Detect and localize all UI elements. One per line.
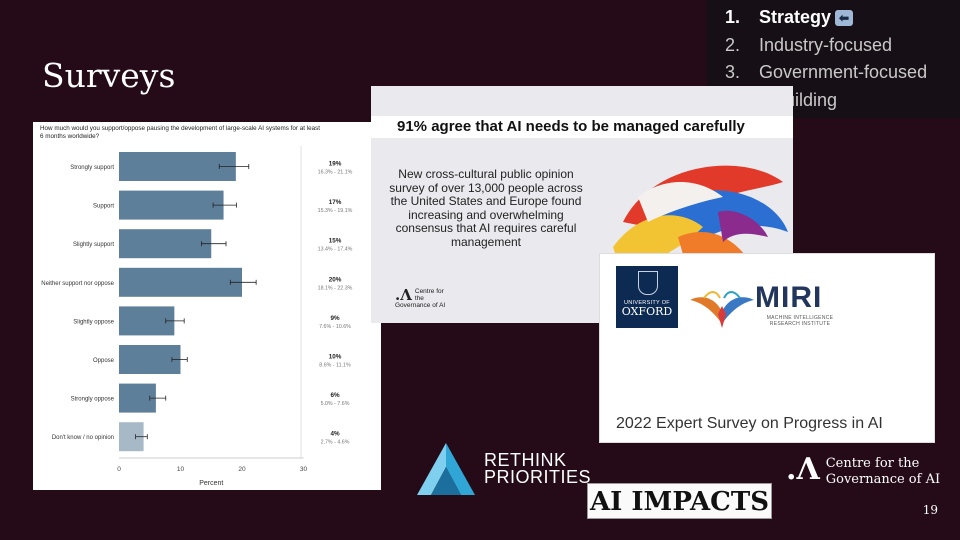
ci-label: 18.1% - 22.3% — [318, 285, 353, 291]
ci-label: 15.3% - 19.1% — [318, 208, 353, 214]
agenda-item-number: 3. — [725, 62, 741, 82]
oxford-crest-icon — [638, 271, 658, 295]
back-arrow-icon: ⬅ — [835, 10, 854, 27]
bar — [119, 190, 224, 220]
cga-mark-icon: .Λ — [395, 286, 412, 304]
bar — [119, 267, 242, 297]
ai-impacts-logo: AI IMPACTS — [587, 483, 772, 519]
ci-label: 16.3% - 21.1% — [318, 170, 353, 176]
value-label: 4% — [330, 431, 340, 438]
bar — [119, 229, 212, 259]
value-label: 20% — [329, 276, 342, 283]
rethink-line2: PRIORITIES — [484, 467, 592, 487]
cga-small-logo: .Λ Centre for the Governance of AI — [395, 286, 446, 310]
bar — [119, 152, 236, 181]
ci-label: 13.4% - 17.4% — [318, 247, 353, 253]
cga-small-line2: Governance of AI — [395, 302, 446, 309]
miri-bird-icon — [690, 291, 754, 328]
category-label: Neither support nor oppose — [41, 281, 114, 287]
category-label: Oppose — [93, 358, 115, 364]
miri-subtitle: MACHINE INTELLIGENCE RESEARCH INSTITUTE — [766, 315, 834, 327]
cga-line2: Governance of AI — [825, 472, 941, 487]
agenda-item-label: Industry-focused — [759, 35, 893, 55]
bar — [119, 306, 175, 336]
agenda-item-government: 3. Government-focused — [725, 62, 927, 83]
cga-logo: .Λ Centre for the Governance of AI — [786, 452, 941, 488]
ci-label: 8.6% - 11.1% — [319, 363, 351, 369]
category-label: Don't know / no opinion — [52, 435, 114, 441]
cga-mark-icon: .Λ — [786, 452, 820, 487]
agenda-item-number: 2. — [725, 35, 741, 55]
x-tick-label: 10 — [177, 466, 185, 473]
survey-bar-chart: How much would you support/oppose pausin… — [40, 125, 353, 487]
agenda-item-label: Strategy — [759, 7, 832, 27]
ci-label: 7.6% - 10.6% — [319, 324, 351, 330]
chart-title-line1: How much would you support/oppose pausin… — [40, 125, 320, 132]
cga-small-line1: Centre for the — [414, 288, 444, 302]
category-label: Strongly support — [70, 165, 114, 171]
agenda-item-label: Government-focused — [759, 62, 928, 82]
category-label: Slightly support — [73, 242, 114, 248]
x-tick-label: 0 — [117, 466, 121, 473]
x-tick-label: 30 — [300, 466, 308, 473]
miri-wordmark: MIRI — [755, 281, 823, 314]
governance-headline-text: 91% agree that AI needs to be managed ca… — [397, 118, 745, 135]
survey-chart-card: How much would you support/oppose pausin… — [33, 122, 381, 490]
x-tick-label: 20 — [238, 466, 246, 473]
expert-survey-caption: 2022 Expert Survey on Progress in AI — [616, 415, 883, 432]
agenda-item-number: 1. — [725, 7, 741, 27]
cga-line1: Centre for the — [825, 456, 920, 471]
category-label: Strongly oppose — [71, 397, 115, 403]
ci-label: 5.0% - 7.6% — [321, 401, 350, 407]
oxford-line2: OXFORD — [621, 305, 673, 318]
rethink-priorities-wordmark: RETHINK PRIORITIES — [484, 450, 592, 487]
agenda-item-strategy: 1. Strategy ⬅ — [725, 7, 854, 28]
rethink-priorities-logo-icon — [417, 443, 475, 495]
oxford-logo: UNIVERSITY OF OXFORD — [616, 266, 678, 328]
category-label: Support — [93, 204, 114, 210]
value-label: 17% — [329, 199, 342, 206]
oxford-line1: UNIVERSITY OF — [624, 300, 670, 306]
agenda-item-industry: 2. Industry-focused — [725, 35, 892, 56]
bar — [119, 345, 181, 374]
expert-survey-card: UNIVERSITY OF OXFORD MIRI MACHINE INTELL… — [599, 253, 935, 443]
value-label: 15% — [329, 238, 342, 245]
governance-body: New cross-cultural public opinion survey… — [389, 167, 583, 249]
page-number: 19 — [922, 503, 938, 517]
value-label: 9% — [330, 315, 340, 322]
value-label: 10% — [329, 354, 342, 361]
value-label: 19% — [329, 161, 342, 168]
chart-title-line2: 6 months worldwide? — [40, 133, 100, 140]
rethink-line1: RETHINK — [484, 450, 567, 470]
ci-label: 2.7% - 4.6% — [321, 440, 350, 446]
value-label: 6% — [330, 392, 340, 399]
slide-title: Surveys — [42, 56, 176, 95]
agenda-panel: 1. Strategy ⬅ 2. Industry-focused 3. Governm… — [707, 0, 960, 118]
governance-headline: 91% agree that AI needs to be managed ca… — [371, 116, 793, 138]
x-axis-label: Percent — [199, 480, 223, 487]
category-label: Slightly oppose — [73, 319, 114, 325]
